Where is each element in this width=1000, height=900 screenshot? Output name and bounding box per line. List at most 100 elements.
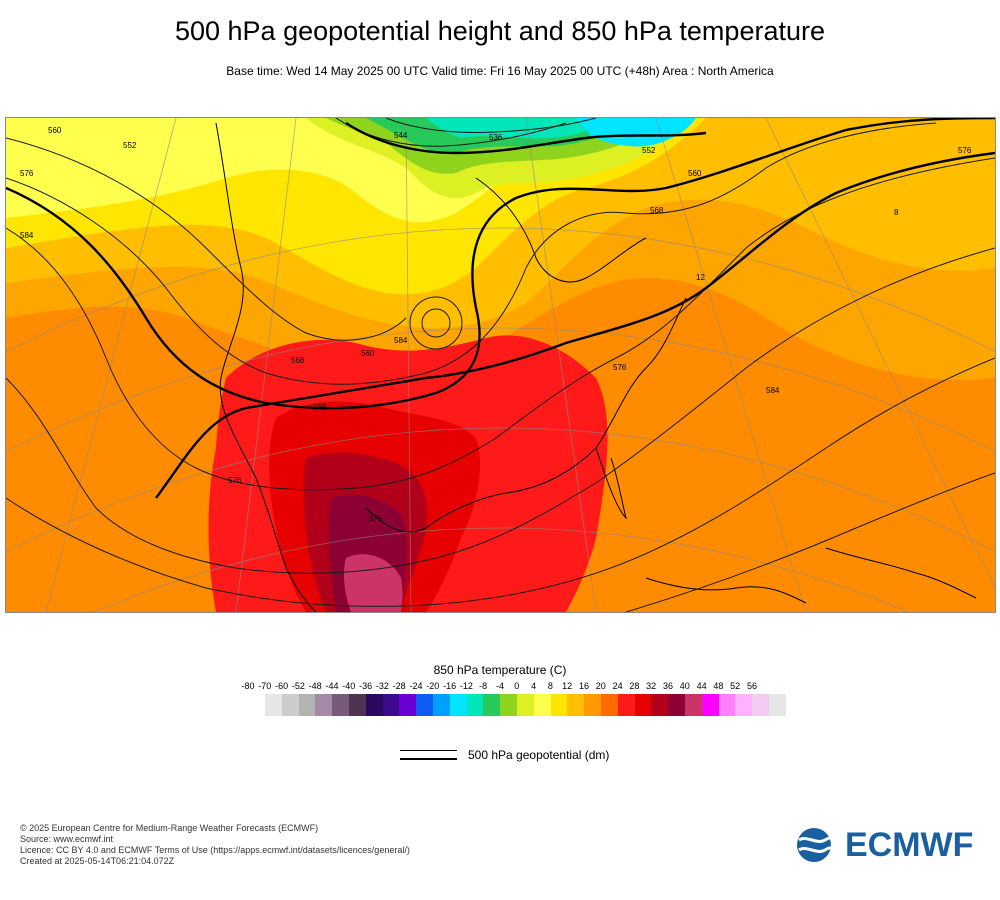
legend-swatch [651, 694, 669, 716]
legend-tick-label: 24 [612, 681, 623, 691]
contour-label: 576 [613, 363, 627, 372]
legend-tick-label: -36 [359, 681, 373, 691]
contour-label-group: 560 552 576 584 544 536 552 560 568 576 … [20, 126, 972, 523]
legend-tick-label: 36 [662, 681, 673, 691]
legend-swatch [567, 694, 585, 716]
legend-tick-label: 48 [713, 681, 724, 691]
legend-swatch [768, 694, 786, 716]
ecmwf-logo-icon [797, 828, 840, 862]
legend-swatch [265, 694, 282, 716]
legend-swatch [684, 694, 702, 716]
legend-tick-label: 8 [547, 681, 553, 691]
contour-label: 584 [394, 336, 408, 345]
legend-swatch [281, 694, 299, 716]
legend-tick-label: 4 [531, 681, 537, 691]
chart-title: 500 hPa geopotential height and 850 hPa … [174, 16, 825, 46]
contour-label: 8 [894, 208, 899, 217]
legend-tick-label: -70 [258, 681, 272, 691]
footer-licence: Licence: CC BY 4.0 and ECMWF Terms of Us… [20, 845, 410, 855]
contour-label: 576 [228, 476, 242, 485]
contour-key-label: 500 hPa geopotential (dm) [468, 748, 610, 762]
legend-tick-label: 40 [679, 681, 690, 691]
legend-swatch [332, 694, 349, 716]
legend-tick-label: -44 [325, 681, 339, 691]
footer-created: Created at 2025-05-14T06:21:04.072Z [20, 856, 175, 866]
chart-subtitle: Base time: Wed 14 May 2025 00 UTC Valid … [226, 64, 774, 78]
legend-swatch [466, 694, 484, 716]
contour-label: 560 [361, 349, 375, 358]
legend-tick-label: -12 [459, 681, 473, 691]
contour-label: 12 [696, 273, 705, 282]
contour-label: 544 [394, 131, 408, 140]
legend-colorbar [265, 694, 786, 716]
contour-label: 584 [20, 231, 34, 240]
contour-label: 552 [123, 141, 137, 150]
contour-label: 560 [48, 126, 62, 135]
legend-tick-label: -60 [275, 681, 289, 691]
graticule [6, 118, 995, 612]
legend-tick-label: 56 [746, 681, 757, 691]
footer: © 2025 European Centre for Medium-Range … [20, 823, 410, 867]
weather-map: 560 552 576 584 544 536 552 560 568 576 … [5, 117, 996, 613]
contour-label: 576 [20, 169, 34, 178]
legend-swatch [315, 694, 333, 716]
legend-title: 850 hPa temperature (C) [433, 663, 567, 677]
legend-tick-label: 52 [730, 681, 741, 691]
legend-swatch [701, 694, 719, 716]
legend-tick-label: 44 [696, 681, 707, 691]
legend-swatch [298, 694, 316, 716]
legend-swatch [617, 694, 635, 716]
legend-swatch [634, 694, 652, 716]
legend-tick-label: -24 [409, 681, 423, 691]
legend-swatch [584, 694, 601, 716]
legend-swatch [533, 694, 551, 716]
contour-label: 576 [369, 514, 383, 523]
legend-swatch [735, 694, 753, 716]
ecmwf-logo-text: ECMWF [845, 826, 974, 864]
legend-swatch [449, 694, 467, 716]
temp-band-m20-m16 [576, 118, 696, 147]
legend-swatch [752, 694, 769, 716]
legend-swatch [365, 694, 383, 716]
legend-tick-label: -32 [375, 681, 389, 691]
legend-tick-label: 28 [629, 681, 640, 691]
contour-label: 552 [642, 146, 656, 155]
legend-swatch [483, 694, 501, 716]
contour-label: 560 [688, 169, 702, 178]
legend-ticks: -80 -70 -60 -52 -48 -44 -40 -36 -32 -28 -24 -20 -16-… [0, 681, 1000, 693]
legend-swatch [550, 694, 568, 716]
temp-band-36-40 [343, 554, 403, 612]
legend-swatch [382, 694, 400, 716]
contour-line-sample [400, 748, 457, 760]
coastlines [215, 122, 977, 612]
contour-label: 568 [650, 206, 664, 215]
legend-swatch [399, 694, 417, 716]
legend-tick-label: 32 [646, 681, 657, 691]
legend-tick-label: -4 [495, 681, 504, 691]
footer-source: Source: www.ecmwf.int [20, 834, 114, 844]
legend-swatch [600, 694, 618, 716]
legend-tick-label: -52 [291, 681, 305, 691]
contour-label: 568 [313, 403, 327, 412]
legend-swatch [348, 694, 366, 716]
geopotential-contours [6, 118, 995, 612]
legend-tick-label: 12 [562, 681, 573, 691]
temp-band-m16-m12 [426, 118, 616, 139]
legend-swatch [718, 694, 736, 716]
legend-tick-label: -80 [241, 681, 255, 691]
legend-tick-label: -48 [308, 681, 322, 691]
map-svg: 560 552 576 584 544 536 552 560 568 576 … [6, 118, 995, 612]
ecmwf-logo: ECMWF [795, 826, 985, 864]
contour-label: 576 [958, 146, 972, 155]
contour-label: 568 [291, 356, 305, 365]
legend-swatch [500, 694, 517, 716]
legend-tick-label: -40 [342, 681, 356, 691]
legend-tick-label: 16 [578, 681, 589, 691]
legend-swatch [668, 694, 685, 716]
legend-swatch [432, 694, 450, 716]
legend-swatch [416, 694, 433, 716]
legend-swatch [516, 694, 534, 716]
geopotential-bold-contours [6, 118, 995, 499]
legend-tick-label: -8 [479, 681, 488, 691]
contour-label: 584 [766, 386, 780, 395]
